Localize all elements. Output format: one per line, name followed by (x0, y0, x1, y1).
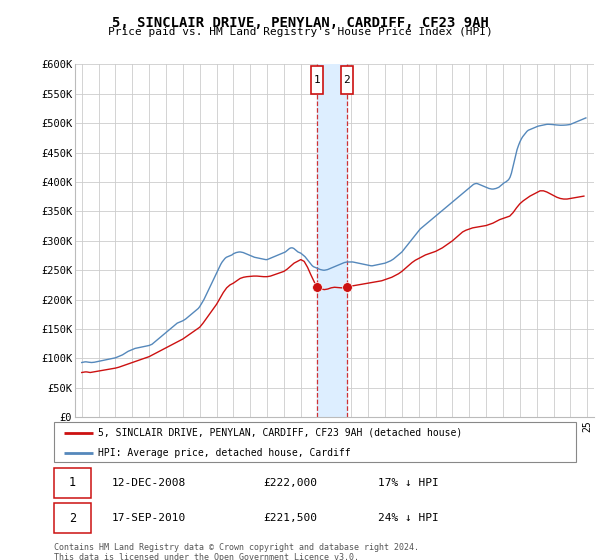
Bar (54, 503, 91, 533)
Text: Contains HM Land Registry data © Crown copyright and database right 2024.: Contains HM Land Registry data © Crown c… (54, 543, 419, 552)
Text: 5, SINCLAIR DRIVE, PENYLAN, CARDIFF, CF23 9AH (detached house): 5, SINCLAIR DRIVE, PENYLAN, CARDIFF, CF2… (98, 428, 463, 437)
Text: 1: 1 (313, 75, 320, 85)
Bar (311, 66, 323, 95)
Text: 17% ↓ HPI: 17% ↓ HPI (377, 478, 439, 488)
Text: This data is licensed under the Open Government Licence v3.0.: This data is licensed under the Open Gov… (54, 553, 359, 560)
Text: Price paid vs. HM Land Registry's House Price Index (HPI): Price paid vs. HM Land Registry's House … (107, 27, 493, 37)
Text: 2: 2 (69, 511, 76, 525)
Bar (54, 468, 91, 498)
Text: 24% ↓ HPI: 24% ↓ HPI (377, 513, 439, 523)
Text: 12-DEC-2008: 12-DEC-2008 (112, 478, 185, 488)
Text: £222,000: £222,000 (263, 478, 317, 488)
Text: 5, SINCLAIR DRIVE, PENYLAN, CARDIFF, CF23 9AH: 5, SINCLAIR DRIVE, PENYLAN, CARDIFF, CF2… (112, 16, 488, 30)
Bar (317, 64, 347, 417)
Bar (341, 66, 353, 95)
Text: 2: 2 (343, 75, 350, 85)
Text: 17-SEP-2010: 17-SEP-2010 (112, 513, 185, 523)
Text: HPI: Average price, detached house, Cardiff: HPI: Average price, detached house, Card… (98, 448, 351, 458)
Text: £221,500: £221,500 (263, 513, 317, 523)
Text: 1: 1 (69, 477, 76, 489)
